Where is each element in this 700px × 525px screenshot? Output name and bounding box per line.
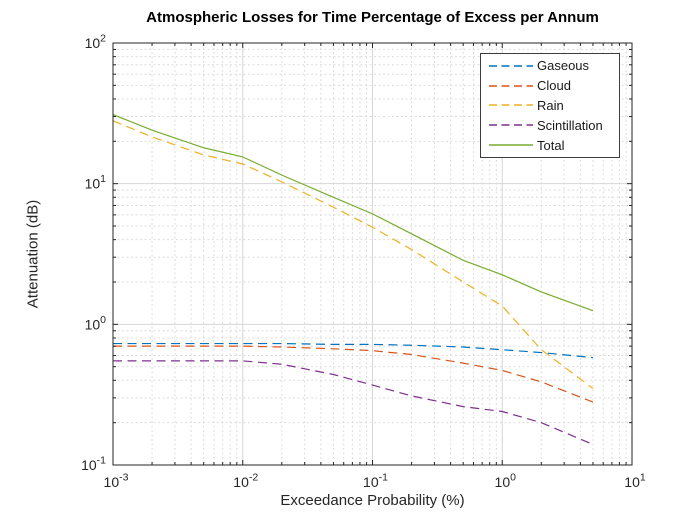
y-tick-label: 100 xyxy=(85,314,107,333)
legend-item-scintillation: Scintillation xyxy=(481,116,619,135)
x-tick-label: 101 xyxy=(624,472,646,491)
curve-rain xyxy=(112,120,594,389)
legend-item-cloud: Cloud xyxy=(481,76,619,95)
legend-label: Gaseous xyxy=(537,58,590,74)
y-tick-label: 102 xyxy=(85,33,107,52)
x-tick-label: 10-3 xyxy=(104,472,129,491)
curve-gaseous xyxy=(113,342,593,359)
curve-total xyxy=(112,113,594,312)
legend-item-gaseous: Gaseous xyxy=(481,56,619,75)
legend-line-sample xyxy=(489,65,533,67)
legend-label: Cloud xyxy=(537,78,571,94)
legend-item-rain: Rain xyxy=(481,96,619,115)
curve-cloud xyxy=(113,345,594,403)
y-axis-label: Attenuation (dB) xyxy=(24,199,42,309)
x-tick-label: 10-1 xyxy=(363,472,388,491)
legend-line-sample xyxy=(489,84,533,87)
x-tick-label: 100 xyxy=(495,472,517,491)
curve-scintillation xyxy=(113,360,594,445)
legend-line-sample xyxy=(489,104,533,107)
x-axis-label: Exceedance Probability (%) xyxy=(280,492,465,509)
legend-label: Rain xyxy=(537,97,564,113)
x-tick-label: 10-2 xyxy=(233,472,258,491)
y-tick-label: 101 xyxy=(85,173,107,192)
legend-item-total: Total xyxy=(481,136,619,155)
legend-label: Total xyxy=(537,137,565,153)
chart-title: Atmospheric Losses for Time Percentage o… xyxy=(146,9,599,26)
legend-label: Scintillation xyxy=(537,117,603,133)
legend-line-sample xyxy=(489,124,533,126)
legend: Gaseous Cloud Rain Scintillation Total xyxy=(480,53,620,158)
y-tick-label: 10-1 xyxy=(81,455,106,474)
legend-line-sample xyxy=(489,144,533,146)
